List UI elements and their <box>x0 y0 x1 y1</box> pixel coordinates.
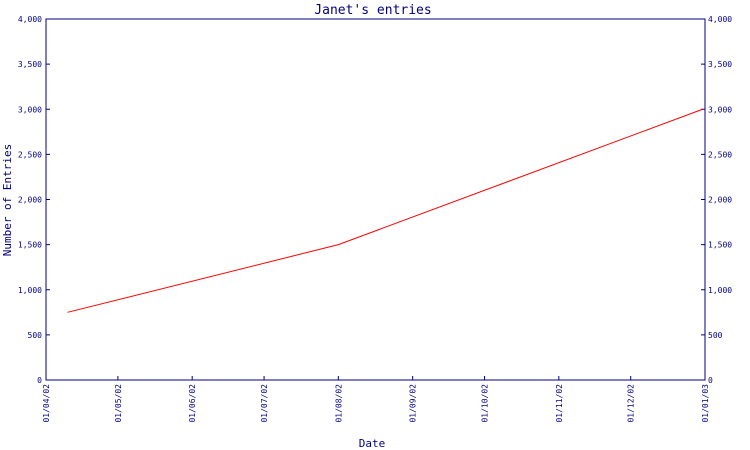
x-tick-label: 01/08/02 <box>334 384 343 423</box>
chart-title: Janet's entries <box>314 3 431 18</box>
x-tick-label: 01/05/02 <box>114 384 123 423</box>
x-tick-label: 01/07/02 <box>260 384 269 423</box>
series-line <box>67 108 703 313</box>
data-point <box>701 108 704 111</box>
y-tick-label: 3,500 <box>18 60 42 69</box>
y-tick-label-right: 3,500 <box>708 60 732 69</box>
y-tick-label-right: 500 <box>708 331 723 340</box>
y-tick-label: 0 <box>37 376 42 385</box>
y-axis-left: 0 500 1,000 1,500 2,000 2,500 3,000 3,500 4,000 <box>18 15 50 385</box>
y-axis-label: Number of Entries <box>1 144 14 257</box>
y-tick-label: 1,500 <box>18 241 42 250</box>
y-tick-label-right: 2,000 <box>708 196 732 205</box>
x-tick-label: 01/01/03 <box>701 384 710 423</box>
y-tick-label: 1,000 <box>18 286 42 295</box>
data-point <box>66 311 69 314</box>
y-tick-label-right: 2,500 <box>708 150 732 159</box>
y-tick-label: 4,000 <box>18 15 42 24</box>
y-tick-label-right: 4,000 <box>708 15 732 24</box>
x-tick-label: 01/10/02 <box>481 384 490 423</box>
y-tick-label: 500 <box>28 331 43 340</box>
y-tick-label-right: 1,000 <box>708 286 732 295</box>
y-tick-label: 2,000 <box>18 196 42 205</box>
y-axis-right: 0 500 1,000 1,500 2,000 2,500 3,000 3,500 4,000 <box>701 15 732 385</box>
series-layer <box>66 108 704 314</box>
x-tick-label: 01/04/02 <box>42 384 51 423</box>
y-tick-label: 2,500 <box>18 150 42 159</box>
x-axis: 01/04/02 01/05/02 01/06/02 01/07/02 01/08/02… <box>42 376 710 423</box>
x-tick-label: 01/06/02 <box>188 384 197 423</box>
x-axis-label: Date <box>359 437 386 450</box>
y-tick-label-right: 1,500 <box>708 241 732 250</box>
y-tick-label-right: 0 <box>708 376 713 385</box>
x-tick-label: 01/12/02 <box>627 384 636 423</box>
x-tick-label: 01/09/02 <box>409 384 418 423</box>
x-tick-label: 01/11/02 <box>555 384 564 423</box>
y-tick-label: 3,000 <box>18 105 42 114</box>
data-point <box>337 243 340 246</box>
y-tick-label-right: 3,000 <box>708 105 732 114</box>
plot-area-border <box>45 18 706 381</box>
